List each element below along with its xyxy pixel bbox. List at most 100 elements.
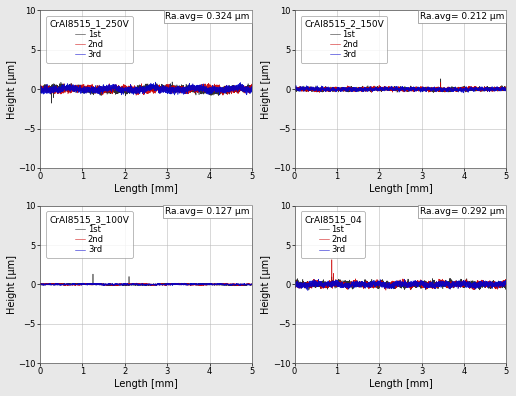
2nd (466, 283, 472, 288)
3rd (305, 288, 311, 293)
2nd (118, 282, 124, 287)
2nd (118, 85, 124, 89)
2nd (37, 282, 43, 287)
2nd (449, 283, 456, 288)
3rd (373, 85, 379, 90)
2nd (249, 282, 255, 287)
2nd (438, 80, 444, 85)
2nd (133, 281, 139, 286)
Line: 2nd: 2nd (40, 283, 252, 286)
3rd (401, 277, 408, 282)
3rd (503, 87, 509, 92)
Line: 1st: 1st (40, 274, 252, 286)
3rd (175, 92, 181, 97)
1st (306, 287, 312, 292)
3rd (330, 85, 336, 90)
1st (75, 281, 82, 286)
3rd (152, 80, 158, 84)
1st (503, 86, 509, 91)
2nd (449, 87, 456, 92)
Line: 2nd: 2nd (295, 260, 506, 290)
X-axis label: Length [mm]: Length [mm] (368, 379, 432, 389)
1st (37, 283, 43, 287)
Line: 2nd: 2nd (40, 83, 252, 95)
2nd (330, 282, 336, 286)
3rd (118, 89, 124, 93)
1st (249, 282, 255, 287)
1st (466, 280, 472, 285)
2nd (316, 90, 322, 95)
1st (292, 286, 298, 290)
3rd (249, 87, 255, 92)
1st (449, 281, 456, 286)
Line: 3rd: 3rd (295, 85, 506, 93)
1st (292, 88, 298, 93)
1st (90, 272, 96, 276)
1st (418, 281, 425, 286)
Legend: 1st, 2nd, 3rd: 1st, 2nd, 3rd (46, 16, 133, 63)
1st (330, 279, 336, 284)
Line: 3rd: 3rd (40, 283, 252, 286)
2nd (373, 87, 379, 91)
1st (430, 90, 437, 95)
2nd (211, 282, 217, 287)
Line: 3rd: 3rd (40, 82, 252, 95)
2nd (466, 86, 472, 91)
2nd (37, 83, 43, 88)
3rd (37, 282, 43, 287)
2nd (164, 282, 170, 287)
2nd (195, 282, 201, 287)
X-axis label: Length [mm]: Length [mm] (368, 184, 432, 194)
3rd (211, 86, 217, 91)
2nd (75, 282, 82, 287)
1st (329, 274, 335, 279)
2nd (373, 283, 379, 288)
3rd (373, 285, 379, 289)
Text: Ra.avg= 0.324 μm: Ra.avg= 0.324 μm (166, 12, 250, 21)
2nd (164, 87, 170, 91)
1st (164, 86, 170, 91)
3rd (429, 282, 436, 287)
2nd (330, 86, 336, 91)
Y-axis label: Height [μm]: Height [μm] (262, 60, 271, 119)
2nd (503, 283, 509, 288)
3rd (293, 83, 299, 88)
3rd (37, 88, 43, 93)
3rd (249, 282, 255, 287)
2nd (429, 282, 436, 286)
1st (373, 85, 379, 89)
1st (466, 87, 472, 91)
1st (373, 282, 379, 287)
Line: 3rd: 3rd (295, 279, 506, 291)
1st (195, 85, 201, 89)
Legend: 1st, 2nd, 3rd: 1st, 2nd, 3rd (46, 211, 133, 258)
Line: 1st: 1st (295, 79, 506, 93)
3rd (449, 284, 456, 288)
1st (211, 283, 217, 287)
3rd (164, 88, 170, 92)
1st (118, 282, 124, 287)
1st (503, 283, 509, 287)
2nd (206, 81, 212, 86)
1st (164, 282, 170, 286)
Line: 1st: 1st (40, 82, 252, 103)
3rd (118, 282, 124, 286)
2nd (75, 83, 82, 88)
3rd (75, 88, 82, 93)
2nd (249, 82, 255, 86)
1st (75, 84, 82, 89)
3rd (418, 280, 425, 285)
3rd (164, 282, 170, 287)
1st (232, 284, 238, 288)
2nd (195, 86, 201, 90)
X-axis label: Length [mm]: Length [mm] (114, 379, 178, 389)
1st (175, 281, 181, 286)
1st (429, 88, 436, 92)
Text: Ra.avg= 0.212 μm: Ra.avg= 0.212 μm (420, 12, 504, 21)
2nd (503, 88, 509, 92)
1st (195, 282, 201, 287)
2nd (292, 280, 298, 285)
1st (438, 76, 444, 81)
1st (330, 88, 336, 93)
Legend: 1st, 2nd, 3rd: 1st, 2nd, 3rd (301, 16, 387, 63)
